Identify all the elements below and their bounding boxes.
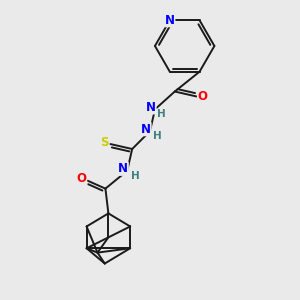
Text: H: H (131, 171, 140, 181)
Text: N: N (165, 14, 175, 27)
Text: H: H (157, 109, 165, 119)
Text: O: O (197, 90, 208, 103)
Text: N: N (141, 123, 151, 136)
Text: O: O (76, 172, 87, 185)
Text: N: N (146, 101, 156, 114)
Text: N: N (118, 162, 128, 175)
Text: H: H (153, 131, 161, 141)
Text: S: S (100, 136, 109, 148)
